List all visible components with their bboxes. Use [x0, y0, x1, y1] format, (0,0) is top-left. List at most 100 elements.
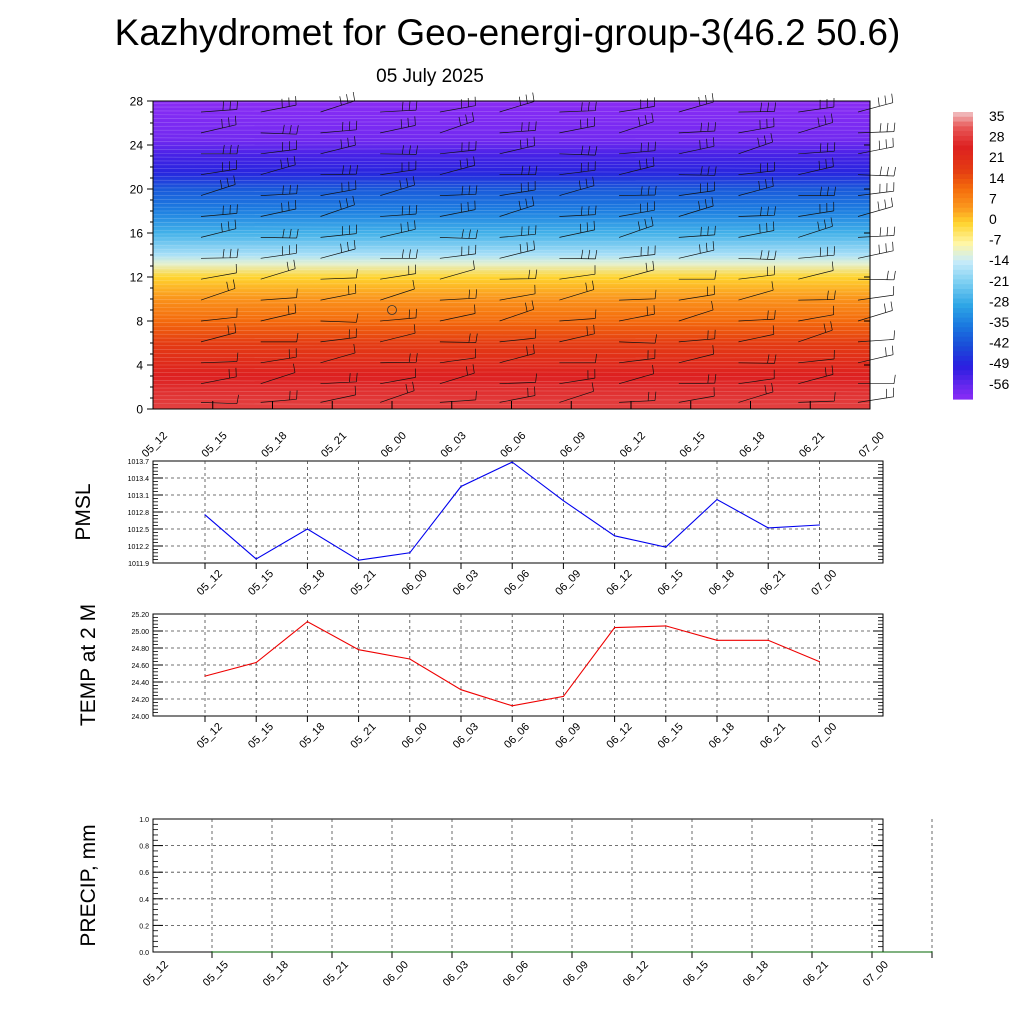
- contour-line: [152, 383, 871, 386]
- wind-barb: [499, 121, 537, 134]
- wind-barb: [320, 91, 356, 113]
- colorbar-swatch: [953, 169, 973, 175]
- y-tick-label: 24.20: [131, 697, 149, 704]
- wind-barb: [499, 165, 538, 176]
- contour-line: [152, 298, 871, 300]
- x-tick-label: 06_18: [741, 959, 771, 989]
- wind-barb: [320, 136, 356, 155]
- wind-barb: [380, 176, 415, 196]
- wind-barb: [738, 310, 776, 322]
- wind-barb: [619, 305, 655, 322]
- data-point: [562, 695, 565, 698]
- wind-barb: [798, 186, 836, 196]
- data-point: [331, 951, 333, 953]
- colorbar-swatch: [953, 222, 973, 228]
- wind-barb: [201, 144, 239, 155]
- wind-barb: [559, 220, 595, 238]
- wind-barb: [200, 323, 237, 343]
- contour-line: [152, 144, 871, 146]
- wind-barb: [439, 304, 476, 322]
- precip-panel: 0.0 0.2 0.4 0.6 0.8 1.0 05_12 05_15 05_18 05_21 06…: [77, 817, 933, 989]
- wind-barb: [619, 156, 655, 176]
- wind-barb: [260, 155, 296, 176]
- wind-barb: [738, 369, 775, 385]
- wind-barb: [200, 100, 238, 113]
- wind-barb: [439, 260, 475, 280]
- wind-barb: [678, 166, 717, 176]
- data-point: [767, 639, 769, 641]
- wind-barb: [320, 180, 357, 196]
- wind-barb: [857, 93, 894, 113]
- chart-date: 05 July 2025: [376, 66, 484, 87]
- y-tick-label: 0.6: [139, 870, 149, 877]
- y-tick-label: 24.40: [131, 680, 149, 687]
- colorbar-swatch: [953, 155, 973, 161]
- wind-barb: [499, 240, 535, 259]
- wind-barb: [439, 333, 478, 343]
- colorbar-swatch: [953, 202, 973, 209]
- colorbar-swatch: [953, 332, 973, 338]
- wind-barb: [320, 165, 358, 176]
- contour-line: [152, 367, 871, 370]
- wind-barb: [798, 97, 835, 113]
- x-tick-label: 05_18: [297, 568, 327, 598]
- colorbar-swatch: [953, 116, 973, 123]
- data-point: [409, 658, 411, 660]
- wind-barb: [559, 205, 597, 217]
- wind-barb: [798, 217, 833, 238]
- contour-line: [152, 156, 871, 159]
- wind-barb: [678, 93, 714, 113]
- wind-barb: [559, 353, 597, 364]
- wind-barb: [559, 265, 596, 280]
- wind-barb: [439, 229, 478, 240]
- x-tick-label: 06_12: [621, 959, 651, 989]
- colorbar-label: 14: [989, 170, 1005, 186]
- x-tick-label: 06_21: [797, 430, 827, 460]
- wind-barb: [260, 140, 297, 155]
- colorbar-swatch: [953, 336, 973, 343]
- contour-line: [152, 291, 871, 294]
- wind-barb: [320, 328, 357, 343]
- colorbar-swatch: [953, 112, 973, 118]
- wind-barb: [857, 345, 894, 364]
- wind-barb: [260, 348, 297, 364]
- colorbar-swatch: [953, 174, 973, 180]
- wind-barb: [200, 160, 237, 176]
- wind-barb: [559, 161, 596, 176]
- colorbar-swatch: [953, 293, 973, 300]
- wind-barb: [738, 250, 777, 260]
- x-tick-label: 06_18: [707, 721, 737, 751]
- data-point: [716, 498, 718, 501]
- wind-barb: [439, 185, 478, 196]
- wind-barb: [798, 246, 835, 259]
- x-tick-label: 06_09: [558, 430, 588, 460]
- colorbar-swatch: [953, 384, 973, 391]
- colorbar-label: 28: [989, 129, 1005, 145]
- y-tick-label: 24.60: [131, 663, 149, 670]
- colorbar-swatch: [953, 231, 973, 237]
- y-tick-label: 4: [136, 359, 143, 373]
- data-point: [716, 639, 718, 641]
- colorbar-label: -14: [989, 252, 1009, 268]
- wind-barb: [619, 185, 657, 196]
- colorbar-swatch: [953, 341, 973, 347]
- x-tick-label: 06_09: [553, 721, 583, 751]
- data-point: [665, 625, 667, 627]
- wind-barb: [678, 300, 714, 322]
- data-point: [871, 951, 873, 953]
- wind-barb: [678, 374, 717, 385]
- y-tick-label: 28: [130, 95, 144, 109]
- data-point: [614, 535, 616, 537]
- colorbar-swatch: [953, 298, 973, 304]
- wind-barb: [678, 285, 715, 301]
- temp-panel: 24.00 24.20 24.40 24.60 24.80 25.00 25.20 05_12…: [77, 604, 884, 751]
- colorbar-swatch: [953, 126, 973, 132]
- y-tick-label: 1012.2: [128, 544, 150, 551]
- x-tick-label: 06_06: [502, 721, 532, 751]
- x-tick-label: 06_06: [498, 430, 528, 460]
- contour-line: [152, 203, 871, 205]
- wind-barb: [499, 329, 537, 343]
- colorbar-swatch: [953, 351, 973, 357]
- colorbar-swatch: [953, 250, 973, 257]
- x-tick-label: 06_15: [656, 568, 686, 598]
